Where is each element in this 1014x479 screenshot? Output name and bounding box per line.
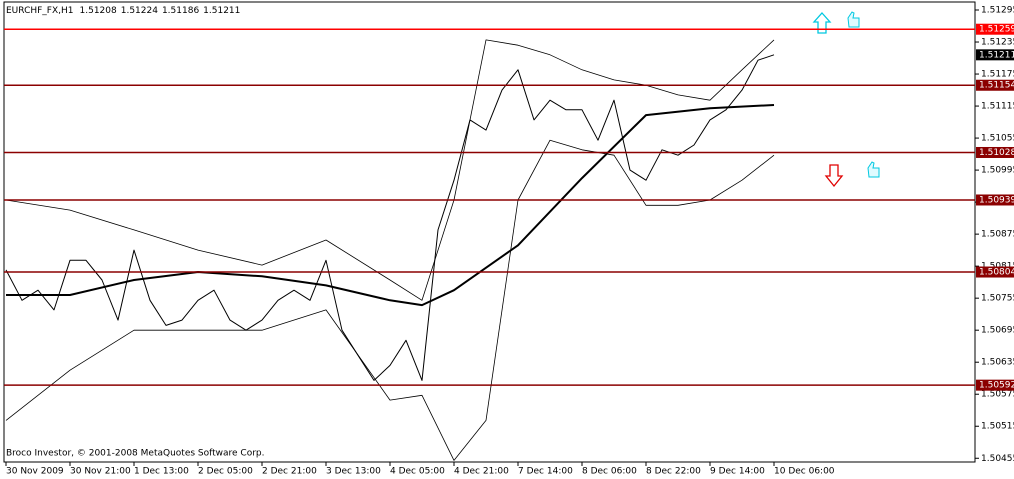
low: 1.51186 [162,6,199,16]
plot-frame [3,1,976,463]
price-label-box [976,49,1014,61]
price-label: 1.51211 [979,50,1014,60]
x-tick-label: 4 Dec 21:00 [454,467,509,477]
thumb-up-icon [847,11,860,28]
y-tick-label: 1.51235 [981,38,1014,48]
level-label-box [976,79,1014,91]
series-line [5,39,775,301]
y-tick-label: 1.51175 [981,70,1014,80]
x-tick-label: 4 Dec 05:00 [390,467,445,477]
series-line [5,54,775,381]
level-label: 1.50592 [979,381,1014,391]
series-line [5,139,775,461]
thumb-icon [867,161,880,178]
y-tick-label: 1.50755 [981,294,1014,304]
high: 1.51224 [121,6,158,16]
x-tick-label: 1 Dec 13:00 [134,467,189,477]
y-tick-label: 1.50995 [981,166,1014,176]
down-arrow [824,164,844,188]
x-tick-label: 3 Dec 13:00 [326,467,381,477]
x-tick-label: 2 Dec 21:00 [262,467,317,477]
up-arrow [812,12,832,34]
chart-header: EURCHF_FX,H1 1.51208 1.51224 1.51186 1.51211 [6,6,240,16]
y-tick-label: 1.50875 [981,230,1014,240]
x-tick-label: 8 Dec 22:00 [646,467,701,477]
level-label-box [976,379,1014,391]
level-label: 1.51154 [979,81,1014,91]
level-label-box [976,266,1014,278]
level-label: 1.50939 [979,195,1014,205]
y-tick-label: 1.50635 [981,358,1014,368]
close: 1.51211 [203,6,240,16]
y-tick-label: 1.51055 [981,134,1014,144]
y-tick-label: 1.50575 [981,390,1014,400]
x-tick-label: 30 Nov 2009 [6,467,64,477]
x-tick-label: 10 Dec 06:00 [774,467,835,477]
x-tick-label: 9 Dec 14:00 [710,467,765,477]
x-tick-label: 30 Nov 21:00 [70,467,131,477]
y-tick-label: 1.51115 [981,102,1014,112]
open: 1.51208 [80,6,117,16]
level-label: 1.51259 [979,25,1014,35]
x-tick-label: 2 Dec 05:00 [198,467,253,477]
symbol: EURCHF_FX,H1 [6,6,74,16]
footer: Broco Investor, © 2001-2008 MetaQuotes S… [6,449,265,459]
x-tick-label: 7 Dec 14:00 [518,467,573,477]
y-tick-label: 1.50515 [981,422,1014,432]
series-line [6,104,775,307]
y-tick-label: 1.51295 [981,6,1014,16]
level-label: 1.50804 [979,268,1014,278]
y-tick-label: 1.50695 [981,326,1014,336]
level-label: 1.51028 [979,148,1014,158]
level-label-box [976,194,1014,206]
level-label-box [976,146,1014,158]
x-tick-label: 8 Dec 06:00 [582,467,637,477]
level-label-box [976,23,1014,35]
y-tick-label: 1.50455 [981,454,1014,464]
